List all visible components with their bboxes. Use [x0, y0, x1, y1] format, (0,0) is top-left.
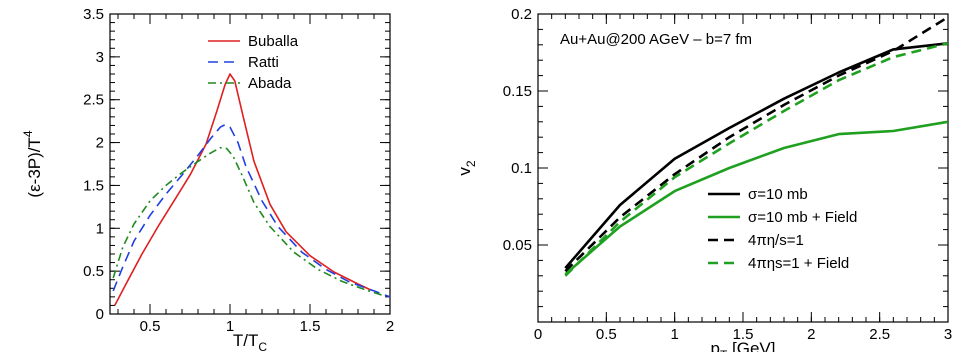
legend-label-0: σ=10 mb [748, 186, 808, 203]
x-tick-label: 1.5 [733, 326, 754, 343]
right-chart: 0 0.5 1 1.5 2 2.5 3 0.05 0.1 0.15 0.2 σ=10 mb σ=10 m… [455, 6, 952, 352]
x-tick-label: 0 [534, 326, 542, 343]
left-chart: 0.5 1 1.5 2 0 0.5 1 1.5 2 2.5 3 3.5 Buballa Ratti Abad… [21, 6, 394, 352]
y-tick-label: 0.5 [83, 263, 104, 280]
legend-label-3: 4πηs=1 + Field [748, 255, 849, 272]
y-axis-title: v2 [455, 160, 478, 176]
y-tick-label: 0.2 [511, 6, 532, 23]
y-tick-label: 1 [96, 220, 104, 237]
series-line-1 [112, 123, 390, 298]
x-tick-label: 1 [226, 318, 234, 335]
x-axis-title: pT [GeV] [711, 339, 776, 352]
y-tick-label: 0.05 [503, 237, 532, 254]
x-axis-title-main: T/T [233, 331, 259, 350]
y-tick-label: 3.5 [83, 6, 104, 23]
x-axis-title: T/TC [233, 331, 268, 352]
y-tick-label: 3 [96, 49, 104, 66]
legend-label-2: 4πη/s=1 [748, 232, 804, 249]
series-line-2 [564, 15, 948, 273]
x-tick-label: 1 [670, 326, 678, 343]
x-tick-label: 2 [807, 326, 815, 343]
y-axis-title-main: (ε-3P)/T [25, 137, 44, 197]
x-axis-title-sub: T [720, 348, 728, 352]
legend-label-0: Buballa [248, 33, 299, 50]
y-axis-title-main: v [455, 167, 474, 176]
y-axis-title: (ε-3P)/T4 [21, 130, 44, 197]
x-tick-label: 0.5 [596, 326, 617, 343]
y-axis-title-sub: 2 [464, 160, 478, 167]
x-axis-title-unit: [GeV] [727, 339, 775, 352]
annotation: Au+Au@200 AGeV – b=7 fm [560, 31, 752, 48]
x-tick-label: 2.5 [869, 326, 890, 343]
y-tick-label: 0 [96, 306, 104, 323]
series-line-1 [564, 120, 948, 276]
y-tick-label: 0.15 [503, 83, 532, 100]
y-tick-label: 2.5 [83, 92, 104, 109]
y-tick-label: 0.1 [511, 160, 532, 177]
y-axis-title-sup: 4 [21, 130, 35, 137]
x-tick-label: 3 [944, 326, 952, 343]
x-axis-title-sub: C [258, 340, 267, 352]
y-tick-label: 1.5 [83, 177, 104, 194]
series-line-0 [114, 73, 372, 306]
x-tick-label: 1.5 [300, 318, 321, 335]
series-line-2 [112, 146, 383, 296]
y-tick-label: 2 [96, 135, 104, 152]
x-axis-title-main: p [711, 339, 720, 352]
series-line-0 [564, 42, 948, 269]
legend-label-2: Abada [248, 75, 292, 92]
legend-label-1: σ=10 mb + Field [748, 209, 857, 226]
series-line-3 [564, 42, 948, 277]
x-tick-label: 2 [386, 318, 394, 335]
x-tick-label: 0.5 [140, 318, 161, 335]
plot-frame [109, 13, 391, 315]
legend-label-1: Ratti [248, 54, 279, 71]
